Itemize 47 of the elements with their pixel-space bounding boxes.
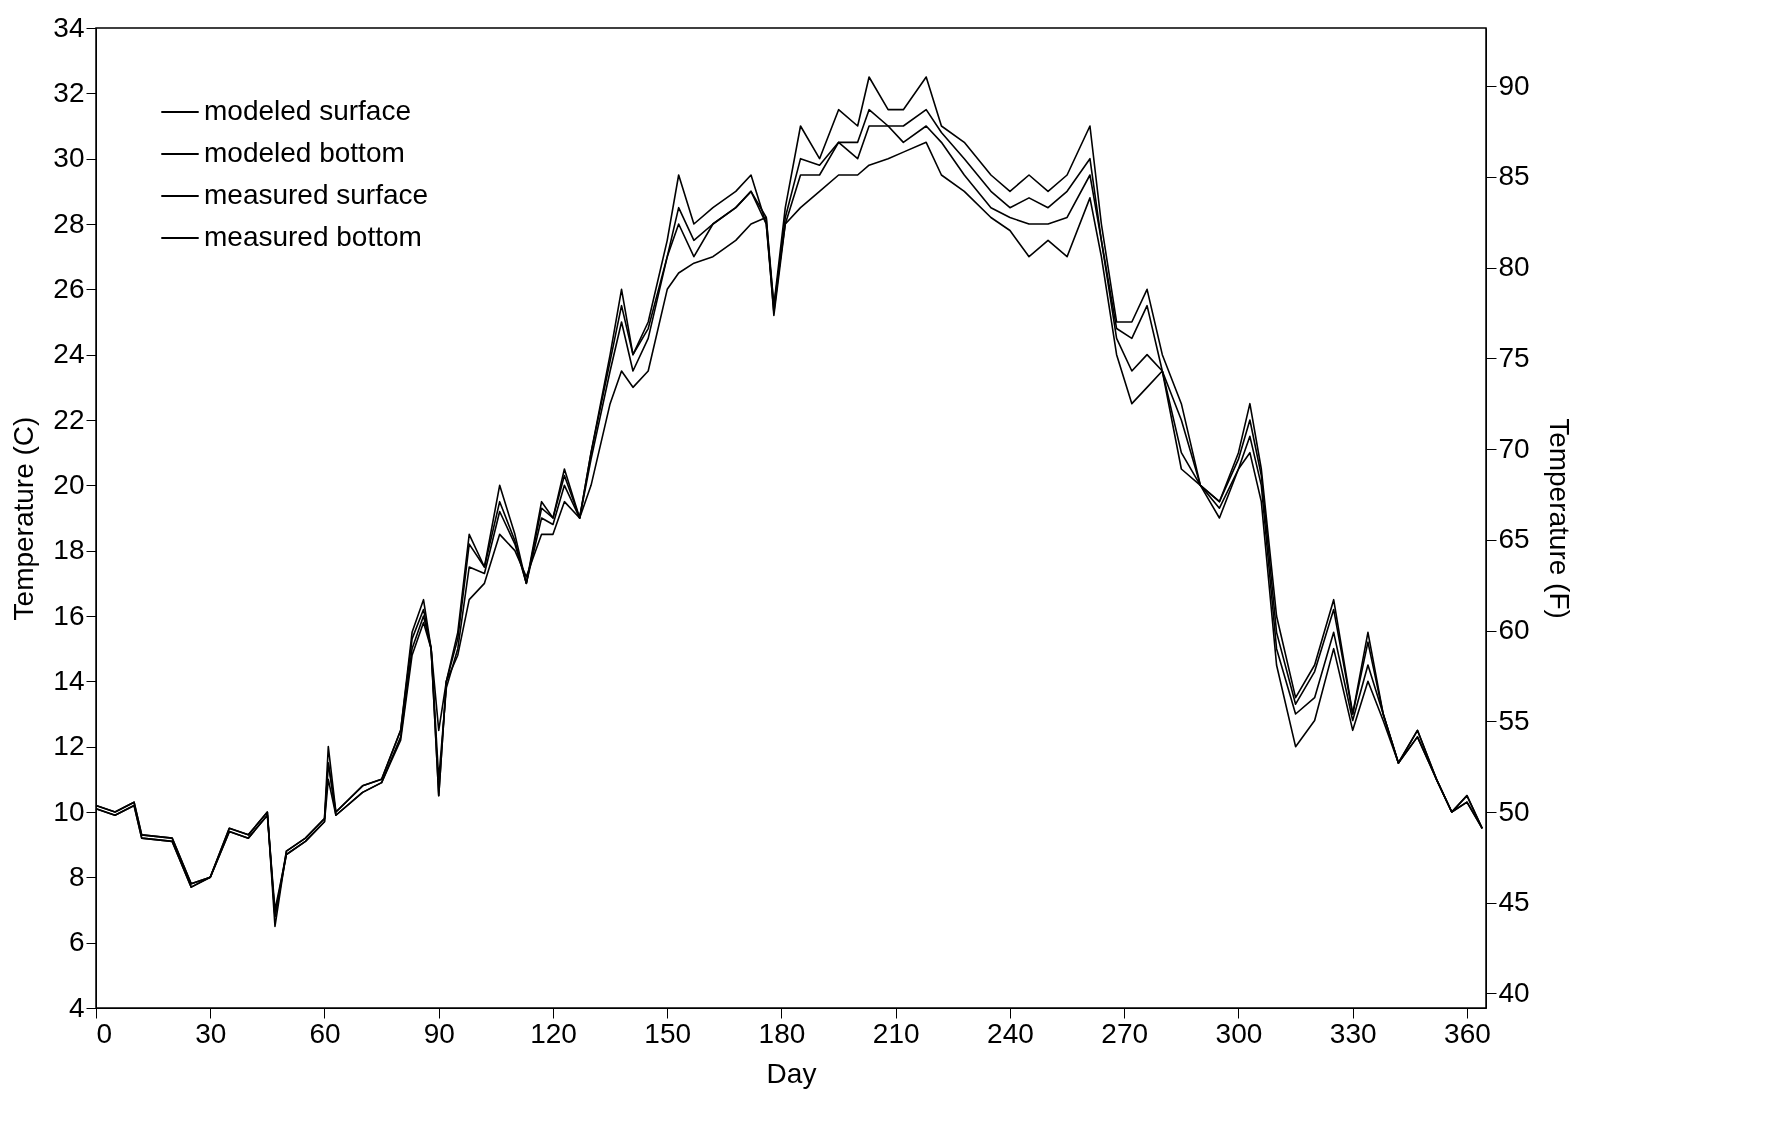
x-tick-label: 60	[309, 1017, 341, 1049]
x-tick-label: 270	[1101, 1017, 1149, 1049]
y-tick-label: 24	[53, 338, 85, 370]
y-tick-label: 14	[53, 664, 85, 696]
y-tick-label: 22	[53, 403, 85, 435]
legend-label: measured surface	[204, 179, 429, 210]
y2-tick-label: 45	[1498, 886, 1530, 918]
x-tick-label: 150	[644, 1017, 692, 1049]
y-tick-label: 32	[53, 76, 85, 108]
y-tick-label: 16	[53, 599, 85, 631]
y-tick-label: 26	[53, 272, 85, 304]
x-tick-label: 180	[758, 1017, 806, 1049]
y2-tick-label: 90	[1498, 69, 1530, 101]
y-tick-label: 8	[68, 860, 85, 892]
y2-tick-label: 85	[1498, 160, 1530, 192]
x-tick-label: 30	[195, 1017, 227, 1049]
x-tick-label: 330	[1329, 1017, 1377, 1049]
x-tick-label: 240	[987, 1017, 1034, 1049]
y-tick-label: 18	[53, 534, 85, 566]
y2-tick-label: 40	[1498, 976, 1530, 1008]
y-tick-label: 34	[53, 11, 85, 43]
legend-label: modeled bottom	[204, 137, 405, 168]
y2-axis-title: Temperature (F)	[1543, 418, 1575, 619]
y2-tick-label: 50	[1498, 795, 1530, 827]
x-tick-label: 90	[423, 1017, 455, 1049]
y-tick-label: 6	[68, 926, 85, 958]
y2-tick-label: 70	[1498, 432, 1530, 464]
x-tick-label: 120	[530, 1017, 577, 1049]
y-axis-title: Temperature (C)	[8, 416, 40, 621]
x-tick-label: 360	[1444, 1017, 1491, 1049]
legend-label: modeled surface	[204, 95, 412, 126]
y-tick-label: 30	[53, 142, 85, 174]
x-tick-label: 300	[1215, 1017, 1263, 1049]
y-tick-label: 28	[53, 207, 85, 239]
y2-tick-label: 55	[1498, 704, 1530, 736]
x-axis-title: Day	[766, 1057, 817, 1089]
y-tick-label: 10	[53, 795, 85, 827]
y2-tick-label: 80	[1498, 251, 1530, 283]
y-tick-label: 4	[68, 991, 85, 1023]
y2-tick-label: 65	[1498, 523, 1530, 555]
y-tick-label: 12	[53, 730, 85, 762]
y2-tick-label: 60	[1498, 614, 1530, 646]
x-tick-label: 210	[872, 1017, 920, 1049]
legend-label: measured bottom	[204, 221, 422, 252]
y-tick-label: 20	[53, 468, 85, 500]
y2-tick-label: 75	[1498, 341, 1530, 373]
x-tick-label: 0	[96, 1017, 113, 1049]
